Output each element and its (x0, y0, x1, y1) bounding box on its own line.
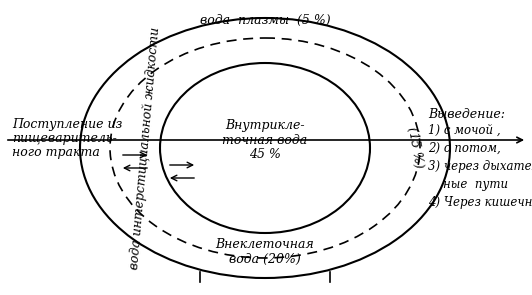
Text: 1) с мочой ,
2) с потом,
3) через дыхатель-
    ные  пути
4) Через кишечник: 1) с мочой , 2) с потом, 3) через дыхате… (428, 124, 532, 209)
Text: вода интерстициальной жидкости: вода интерстициальной жидкости (128, 26, 162, 270)
Text: Поступление из: Поступление из (12, 118, 122, 131)
Text: Выведение:: Выведение: (428, 108, 505, 121)
Text: ного тракта: ного тракта (12, 146, 100, 159)
Text: (15 %): (15 %) (405, 126, 425, 170)
Text: пищеваритель-: пищеваритель- (12, 132, 117, 145)
Text: Внеклеточная
вода (20%): Внеклеточная вода (20%) (215, 238, 314, 266)
Text: вода  плазмы  (5 %): вода плазмы (5 %) (200, 14, 330, 27)
Text: Внутрикле-
точная вода
45 %: Внутрикле- точная вода 45 % (222, 119, 307, 161)
